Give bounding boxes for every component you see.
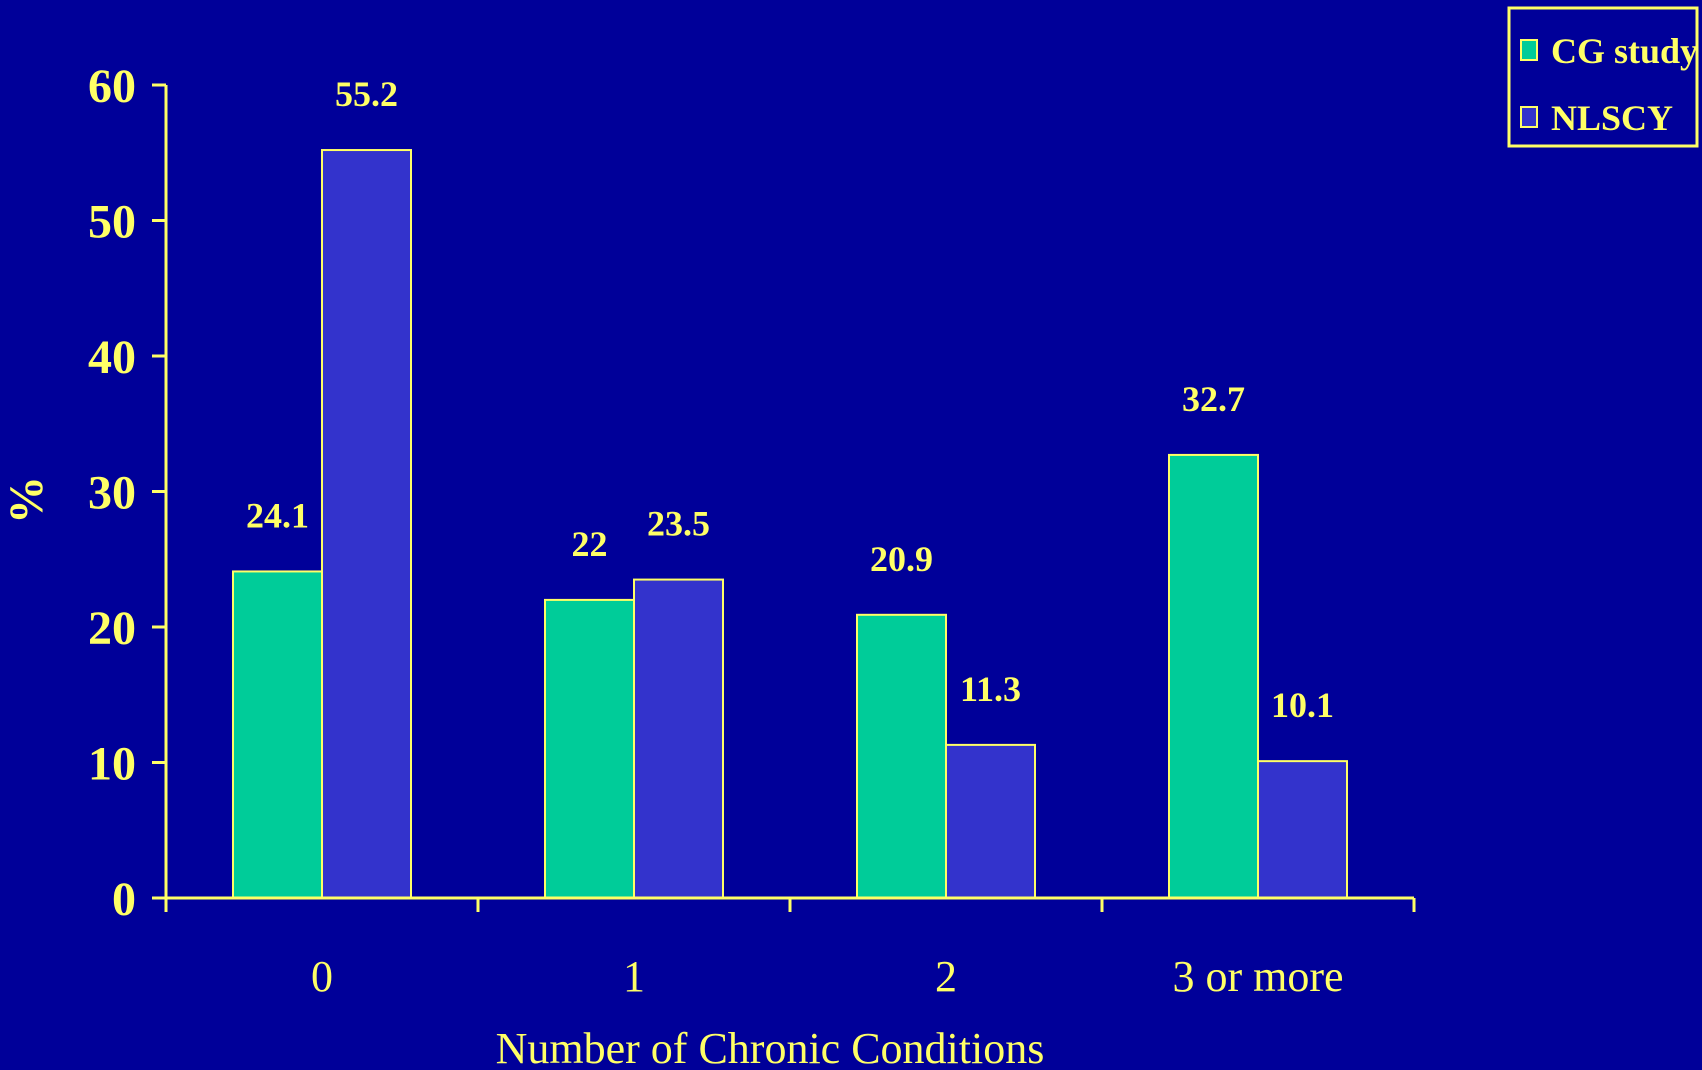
legend-label-nlscy: NLSCY [1551,98,1673,138]
x-axis-title: Number of Chronic Conditions [496,1024,1045,1070]
y-axis-title: % [0,476,53,524]
x-tick-label-0: 0 [311,952,333,1001]
legend-swatch-nlscy [1520,106,1538,128]
data-label-cg-study-3: 32.7 [1182,379,1245,419]
y-tick-label-6: 60 [88,60,136,113]
legend-label-cg-study: CG study [1551,31,1698,71]
bar-cg-study-3 [1168,453,1259,899]
y-tick-label-4: 40 [88,331,136,384]
x-tick-label-3: 3 or more [1172,952,1343,1001]
y-tick-label-5: 50 [88,196,136,249]
y-tick-label-2: 20 [88,602,136,655]
legend-box [1507,6,1699,148]
bar-nlscy-3 [1257,760,1348,900]
bar-cg-study-0 [232,570,323,899]
bar-nlscy-0 [321,149,412,900]
bars-layer [232,149,1348,900]
data-label-nlscy-2: 11.3 [960,669,1021,709]
data-label-nlscy-3: 10.1 [1271,685,1334,725]
data-label-cg-study-1: 22 [572,524,608,564]
data-label-cg-study-0: 24.1 [246,495,309,535]
legend-swatch-cg-study [1520,39,1538,61]
bar-nlscy-1 [633,578,724,899]
data-label-nlscy-1: 23.5 [647,504,710,544]
bar-cg-study-1 [544,598,635,900]
legend: CG study NLSCY [1507,6,1699,148]
bar-cg-study-2 [856,613,947,899]
labels-layer: 24.1 55.2 0 22 23.5 1 20.9 11.3 2 32.7 10.1 3 or mo… [88,60,1344,1001]
x-tick-label-1: 1 [623,952,645,1001]
y-tick-label-3: 30 [88,467,136,520]
data-label-cg-study-2: 20.9 [870,539,933,579]
data-label-nlscy-0: 55.2 [335,74,398,114]
x-tick-label-2: 2 [935,952,957,1001]
axes-layer [152,83,1416,912]
y-tick-label-1: 10 [88,738,136,791]
y-tick-label-0: 0 [112,873,136,926]
bar-nlscy-2 [945,743,1036,900]
